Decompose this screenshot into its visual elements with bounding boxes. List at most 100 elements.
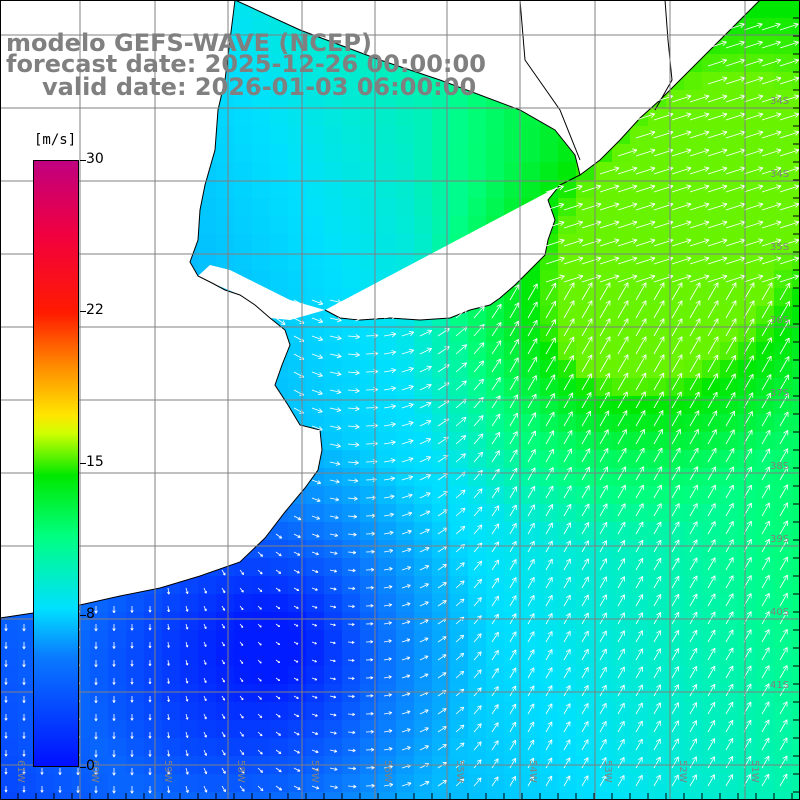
wind-speed-cell <box>756 684 775 703</box>
wind-arrow-head <box>759 257 764 262</box>
wind-speed-cell <box>720 396 739 415</box>
wind-speed-cell <box>702 360 721 379</box>
wind-speed-cell <box>756 648 775 667</box>
wind-speed-cell <box>360 450 379 469</box>
wind-speed-cell <box>594 666 613 685</box>
wind-speed-cell <box>684 396 703 415</box>
wind-arrow <box>581 410 591 427</box>
wind-arrow-head <box>693 429 699 433</box>
wind-speed-cell <box>216 144 235 163</box>
wind-speed-cell <box>468 378 487 397</box>
wind-arrow-head <box>705 185 710 190</box>
wind-arrow-head <box>615 167 620 172</box>
wind-speed-cell <box>414 576 433 595</box>
wind-arrow <box>725 429 735 445</box>
wind-speed-cell <box>648 720 667 739</box>
wind-speed-cell <box>252 180 271 199</box>
wind-speed-cell <box>360 576 379 595</box>
wind-arrow <box>401 458 414 463</box>
wind-speed-cell <box>414 738 433 757</box>
wind-speed-cell <box>738 90 757 109</box>
wind-arrow <box>707 448 717 463</box>
wind-arrow-head <box>650 166 656 169</box>
wind-arrow-head <box>604 391 610 395</box>
wind-speed-cell <box>342 162 361 181</box>
wind-arrow-head <box>741 257 746 262</box>
wind-speed-cell <box>198 792 217 800</box>
wind-speed-cell <box>576 684 595 703</box>
wind-speed-cell <box>792 594 800 613</box>
wind-arrow <box>509 375 519 391</box>
wind-speed-cell <box>792 486 800 505</box>
wind-arrow-head <box>793 40 799 43</box>
wind-speed-cell <box>792 360 800 379</box>
wind-speed-cell <box>90 702 109 721</box>
wind-speed-cell <box>270 72 289 91</box>
wind-speed-cell <box>702 540 721 559</box>
wind-speed-cell <box>486 360 505 379</box>
wind-speed-cell <box>396 522 415 541</box>
wind-speed-cell <box>774 162 793 181</box>
wind-speed-cell <box>324 378 343 397</box>
wind-speed-cell <box>720 720 739 739</box>
wind-arrow <box>725 257 746 265</box>
wind-arrow-head <box>659 300 665 304</box>
wind-speed-cell <box>576 234 595 253</box>
wind-arrow-head <box>495 413 501 417</box>
wind-arrow <box>545 411 555 427</box>
wind-speed-cell <box>432 432 451 451</box>
wind-arrow-head <box>757 22 763 25</box>
wind-speed-cell <box>288 162 307 181</box>
wind-speed-cell <box>720 90 739 109</box>
wind-arrow <box>311 299 324 305</box>
wind-speed-cell <box>360 684 379 703</box>
wind-arrow-head <box>567 448 572 452</box>
wind-arrow <box>707 59 727 67</box>
wind-speed-cell <box>468 684 487 703</box>
wind-arrow <box>311 425 323 431</box>
wind-arrow-head <box>722 76 728 79</box>
wind-speed-cell <box>756 630 775 649</box>
wind-arrow-head <box>578 238 584 241</box>
wind-speed-cell <box>486 540 505 559</box>
wind-arrow <box>761 113 782 121</box>
wind-arrow <box>527 430 536 445</box>
wind-speed-cell <box>144 792 163 800</box>
wind-arrow <box>725 167 746 175</box>
wind-arrow <box>779 113 800 121</box>
wind-speed-cell <box>324 342 343 361</box>
wind-speed-cell <box>432 792 451 800</box>
wind-speed-cell <box>738 18 757 37</box>
wind-speed-cell <box>270 558 289 577</box>
wind-arrow-head <box>579 221 584 226</box>
wind-speed-cell <box>666 774 685 793</box>
wind-arrow-head <box>373 425 378 429</box>
wind-speed-cell <box>666 576 685 595</box>
wind-speed-cell <box>126 612 145 631</box>
wind-arrow-head <box>713 336 719 340</box>
wind-speed-cell <box>180 612 199 631</box>
wind-arrow <box>689 300 701 319</box>
wind-speed-cell <box>360 702 379 721</box>
wind-arrow-head <box>777 167 782 172</box>
wind-speed-cell <box>486 666 505 685</box>
wind-speed-cell <box>468 180 487 199</box>
wind-speed-cell <box>324 540 343 559</box>
wind-arrow <box>761 282 773 301</box>
wind-arrow-head <box>759 149 764 154</box>
wind-speed-cell <box>540 522 559 541</box>
wind-arrow-head <box>391 295 397 299</box>
wind-arrow <box>473 378 484 391</box>
wind-arrow <box>779 59 799 67</box>
wind-arrow-head <box>723 167 728 172</box>
wind-speed-cell <box>792 666 800 685</box>
wind-speed-cell <box>324 198 343 217</box>
wind-arrow-head <box>428 384 432 389</box>
wind-speed-cell <box>522 396 541 415</box>
wind-arrow-head <box>319 426 323 431</box>
wind-speed-cell <box>414 72 433 91</box>
wind-speed-cell <box>360 198 379 217</box>
wind-speed-cell <box>702 630 721 649</box>
wind-speed-cell <box>774 90 793 109</box>
wind-arrow-head <box>740 41 745 46</box>
